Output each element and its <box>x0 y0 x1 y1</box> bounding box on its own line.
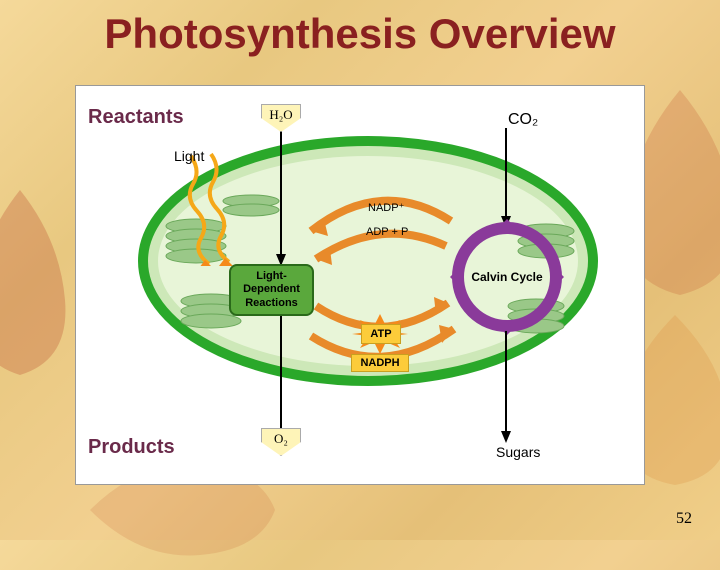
h2o-chevron: H₂O <box>261 104 301 132</box>
sugars-arrow-icon <box>501 331 511 443</box>
products-label: Products <box>88 436 175 459</box>
diagram-container: Reactants Products Light H₂O <box>75 85 645 485</box>
o2-chevron: O₂ <box>261 428 301 456</box>
page-number: 52 <box>676 510 692 528</box>
slide-title: Photosynthesis Overview <box>0 10 720 58</box>
calvin-cycle-circle: Calvin Cycle <box>452 222 562 332</box>
adp-p-label: ADP + P <box>366 226 408 238</box>
co2-arrow-icon <box>501 128 511 228</box>
nadp-plus-label: NADP⁺ <box>368 201 404 214</box>
nadph-box: NADPH <box>351 354 409 372</box>
light-label: Light <box>174 148 204 164</box>
light-dependent-reactions-box: Light- Dependent Reactions <box>229 264 314 316</box>
light-ray-icon <box>171 146 261 266</box>
atp-box: ATP <box>361 324 401 344</box>
leaf-decor-icon <box>0 180 80 380</box>
sugars-label: Sugars <box>496 444 540 460</box>
co2-label: CO₂ <box>508 111 538 129</box>
reactants-label: Reactants <box>88 106 184 129</box>
